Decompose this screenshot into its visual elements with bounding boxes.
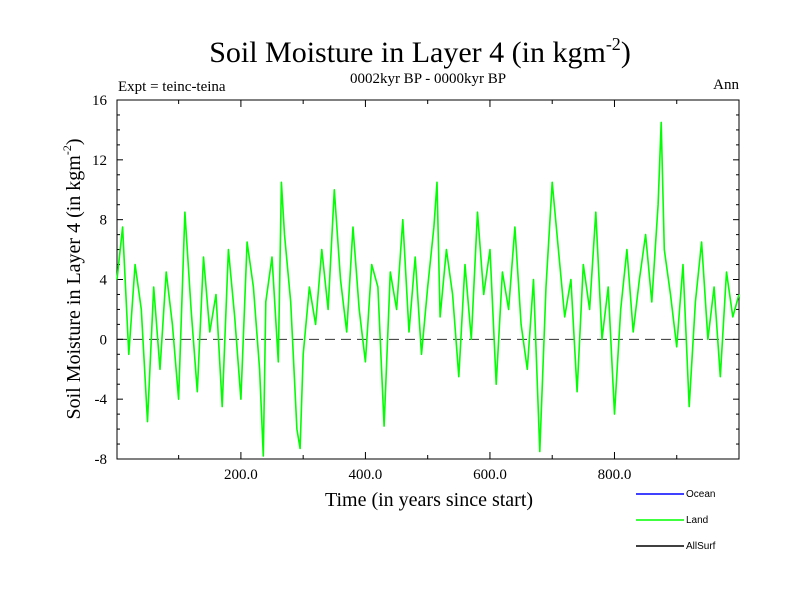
x-axis-ticks: 200.0 400.0 600.0 800.0: [178, 100, 678, 483]
y-tick-label: 0: [100, 332, 108, 348]
y-tick-label: -4: [95, 392, 108, 408]
legend: Ocean Land AllSurf: [636, 489, 716, 552]
season-label: Ann: [713, 77, 739, 93]
y-tick-label: 16: [92, 93, 108, 109]
y-tick-label: -8: [95, 452, 108, 468]
y-axis-ticks: -8 -4 0 4 8 12 16: [92, 93, 739, 468]
x-tick-label: 600.0: [473, 467, 507, 483]
chart-title: Soil Moisture in Layer 4 (in kgm-2): [209, 34, 631, 69]
x-tick-label: 200.0: [224, 467, 258, 483]
x-tick-label: 800.0: [598, 467, 632, 483]
legend-label-ocean: Ocean: [686, 489, 715, 500]
x-tick-label: 400.0: [349, 467, 383, 483]
y-tick-label: 4: [100, 273, 108, 289]
experiment-label: Expt = teinc-teina: [118, 79, 226, 95]
y-tick-label: 8: [100, 213, 108, 229]
chart-subtitle: 0002kyr BP - 0000kyr BP: [350, 71, 506, 87]
series-line-land: [116, 121, 740, 457]
x-axis-label: Time (in years since start): [325, 489, 533, 511]
legend-label-land: Land: [686, 515, 708, 526]
series-layer: [116, 121, 740, 457]
legend-label-allsurf: AllSurf: [686, 541, 716, 552]
y-axis-label: Soil Moisture in Layer 4 (in kgm-2): [60, 138, 85, 419]
y-tick-label: 12: [92, 153, 107, 169]
